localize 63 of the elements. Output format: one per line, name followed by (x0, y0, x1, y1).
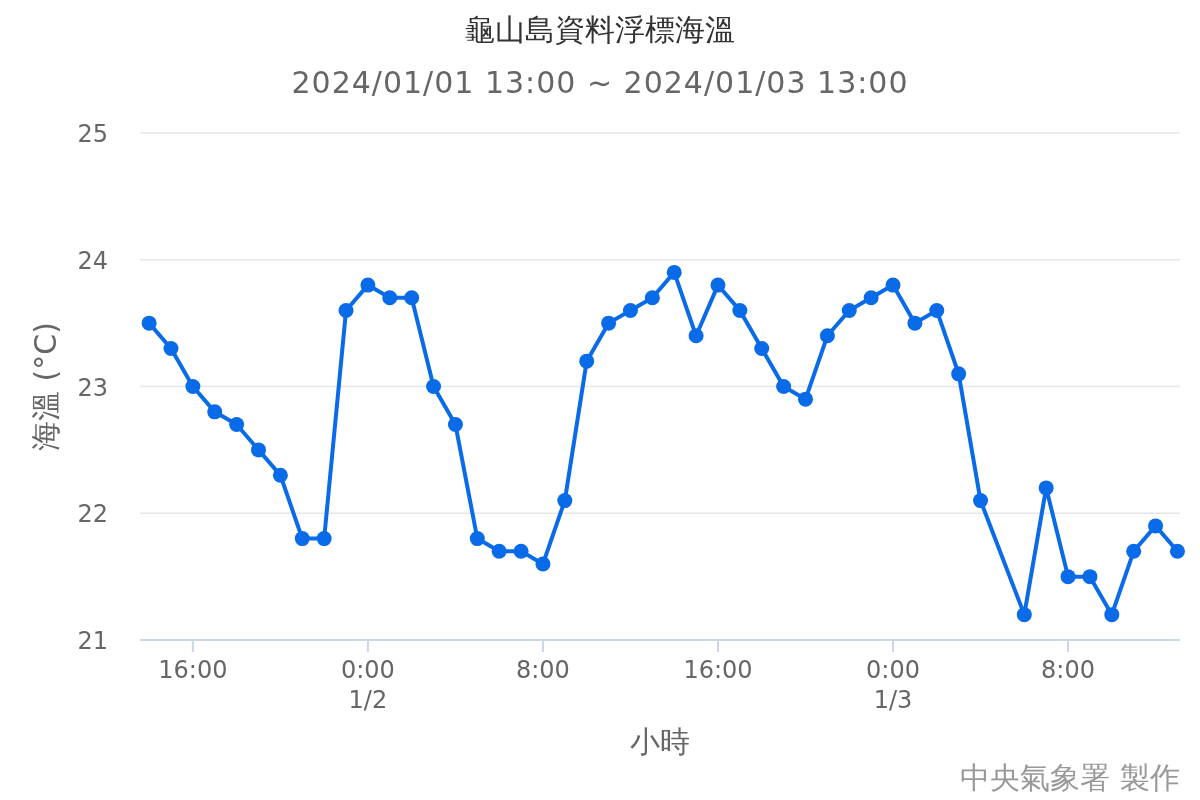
point (601, 315, 617, 331)
x-axis-title: 小時 (630, 724, 690, 759)
point (272, 467, 288, 483)
point (185, 379, 201, 394)
point (841, 302, 857, 318)
point (907, 315, 923, 331)
y-tick-label: 25 (77, 120, 108, 148)
point (710, 277, 726, 293)
y-tick-label: 23 (77, 373, 108, 402)
point (644, 290, 660, 306)
point (885, 277, 901, 293)
point (382, 290, 398, 306)
x-tick-label: 8:00 (515, 656, 570, 684)
point (535, 556, 551, 572)
point (1016, 607, 1032, 623)
point (338, 302, 354, 318)
point (1126, 543, 1142, 559)
point (776, 379, 792, 394)
point (1148, 518, 1164, 534)
point (973, 493, 989, 509)
point (294, 531, 310, 547)
x-tick-label: 8:00 (1041, 656, 1095, 684)
point (557, 493, 573, 509)
point (1082, 569, 1098, 585)
point (579, 353, 595, 369)
point (1104, 607, 1120, 623)
text: 中央氣象署 製作 (960, 760, 1180, 795)
x-tick-label: 0:00 1/2 (340, 656, 395, 714)
point (732, 302, 748, 318)
point (447, 417, 463, 433)
x-tick-label: 16:00 (158, 656, 228, 684)
point (491, 543, 507, 559)
point (163, 340, 179, 356)
point (316, 531, 332, 547)
point (207, 404, 223, 420)
point (951, 366, 967, 382)
point (798, 391, 813, 407)
point (513, 543, 529, 559)
y-tick-label: 21 (77, 627, 108, 655)
point (622, 302, 638, 318)
point (666, 264, 682, 280)
point (819, 328, 835, 344)
point (1038, 480, 1054, 496)
point (1169, 543, 1185, 559)
y-tick-label: 22 (77, 500, 108, 529)
x-tick-label: 0:00 1/3 (866, 656, 920, 714)
point (404, 290, 420, 306)
point (1060, 569, 1076, 585)
point (688, 328, 704, 344)
point (251, 442, 267, 458)
chart-subtitle: 2024/01/01 13:00 ~ 2024/01/03 13:00 (291, 65, 909, 100)
point (754, 340, 770, 356)
y-axis-title: 海溫 (°C) (28, 322, 63, 451)
point (229, 417, 245, 433)
point (863, 290, 879, 306)
point (929, 302, 945, 318)
point (360, 277, 376, 293)
point (469, 531, 485, 547)
point (426, 379, 442, 394)
x-tick-label: 16:00 (683, 656, 753, 684)
point (141, 315, 157, 331)
chart-title: 龜山島資料浮標海溫 (465, 12, 735, 47)
y-tick-label: 24 (77, 246, 108, 275)
